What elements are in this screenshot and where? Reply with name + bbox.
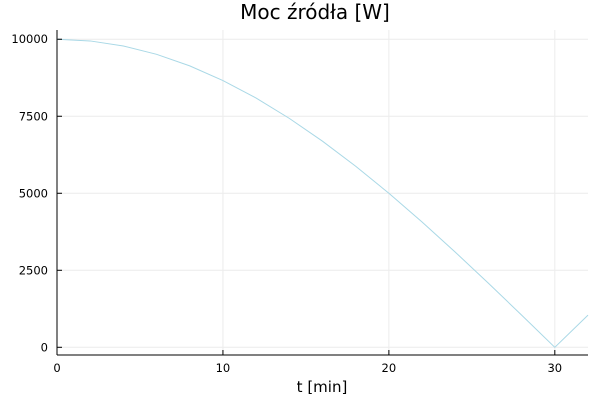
y-tick-label: 0: [41, 340, 48, 354]
y-tick-label: 5000: [19, 186, 48, 200]
y-tick-label: 10000: [11, 32, 48, 46]
grid: [56, 30, 588, 355]
chart-title: Moc źródła [W]: [240, 0, 390, 24]
ticks: 0 10 20 30 0 2500 5000 7500 10000: [11, 32, 562, 375]
x-tick-label: 0: [53, 361, 60, 375]
x-tick-label: 20: [382, 361, 397, 375]
x-axis-label: t [min]: [297, 378, 348, 396]
series-line: [56, 38, 589, 348]
y-tick-label: 7500: [19, 109, 48, 123]
y-tick-label: 2500: [19, 263, 48, 277]
x-tick-label: 10: [216, 361, 231, 375]
axes: [56, 30, 588, 356]
series-layer: [56, 38, 589, 348]
x-tick-label: 30: [547, 361, 562, 375]
